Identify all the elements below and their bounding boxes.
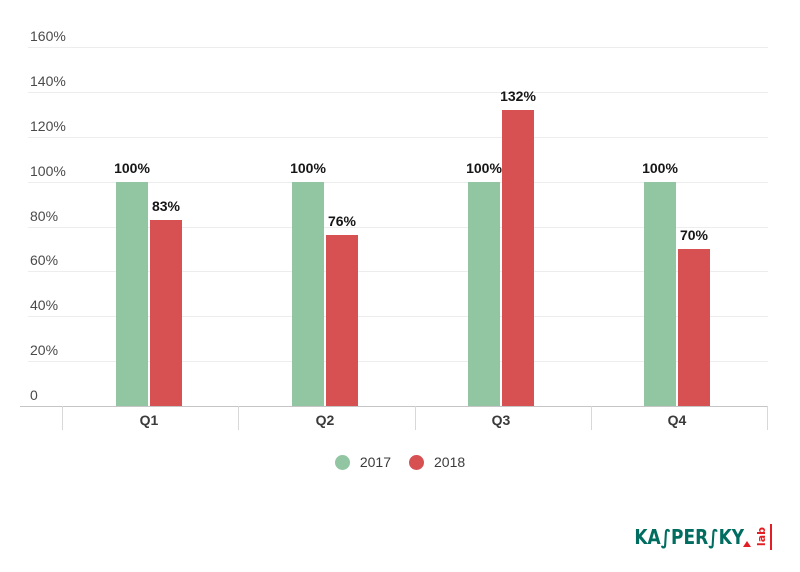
gridline	[28, 182, 768, 183]
x-axis-separator	[238, 406, 239, 430]
bar-2018-q4	[678, 249, 710, 406]
logo-triangle-icon	[743, 541, 751, 547]
legend-item-2018: 2018	[409, 454, 465, 470]
y-axis-tick-label: 140%	[30, 73, 66, 89]
gridline	[28, 316, 768, 317]
gridline	[28, 227, 768, 228]
bar-value-label: 100%	[642, 160, 678, 176]
logo-lab-underline	[770, 524, 772, 550]
legend-dot-icon	[334, 454, 350, 470]
x-axis-separator	[767, 406, 768, 430]
y-axis-tick-label: 60%	[30, 252, 59, 268]
bar-2017-q3	[468, 182, 500, 406]
y-axis-tick-label: 80%	[30, 208, 59, 224]
chart-legend: 2017 2018	[0, 454, 800, 470]
bar-value-label: 132%	[500, 88, 536, 104]
legend-label: 2018	[434, 454, 466, 470]
bar-2017-q4	[644, 182, 676, 406]
x-axis-category-label: Q1	[139, 412, 159, 428]
bar-2018-q1	[150, 220, 182, 406]
bar-2018-q3	[502, 110, 534, 406]
bar-value-label: 76%	[327, 213, 357, 229]
y-axis-tick-label: 0	[30, 387, 38, 403]
gridline	[28, 271, 768, 272]
gridline	[28, 47, 768, 48]
legend-label: 2017	[359, 454, 391, 470]
x-axis-separator	[62, 406, 63, 430]
bar-2017-q1	[116, 182, 148, 406]
bar-2017-q2	[292, 182, 324, 406]
y-axis-tick-label: 40%	[30, 297, 59, 313]
bar-value-label: 100%	[290, 160, 326, 176]
gridline	[28, 92, 768, 93]
kaspersky-wordmark: KA∫PER∫KY	[634, 525, 744, 549]
gridline	[28, 361, 768, 362]
x-axis-category-label: Q3	[491, 412, 511, 428]
bar-2018-q2	[326, 235, 358, 406]
x-axis-category-label: Q2	[315, 412, 335, 428]
legend-item-2017: 2017	[334, 454, 391, 470]
y-axis-tick-label: 20%	[30, 342, 59, 358]
x-axis-separator	[415, 406, 416, 430]
y-axis-tick-label: 160%	[30, 28, 66, 44]
logo-lab-block: lab	[755, 524, 772, 551]
y-axis-tick-label: 120%	[30, 118, 66, 134]
bar-value-label: 100%	[114, 160, 150, 176]
x-axis-line	[20, 406, 768, 407]
legend-dot-icon	[409, 454, 424, 470]
bar-value-label: 70%	[679, 227, 709, 243]
y-axis-tick-label: 100%	[30, 163, 66, 179]
x-axis-category-label: Q4	[667, 412, 687, 428]
x-axis-separator	[591, 406, 592, 430]
gridline	[28, 137, 768, 138]
kaspersky-lab-logo: KA∫PER∫KY lab	[615, 523, 772, 551]
logo-lab-text: lab	[755, 527, 768, 547]
bar-value-label: 100%	[466, 160, 502, 176]
bar-value-label: 83%	[151, 198, 181, 214]
